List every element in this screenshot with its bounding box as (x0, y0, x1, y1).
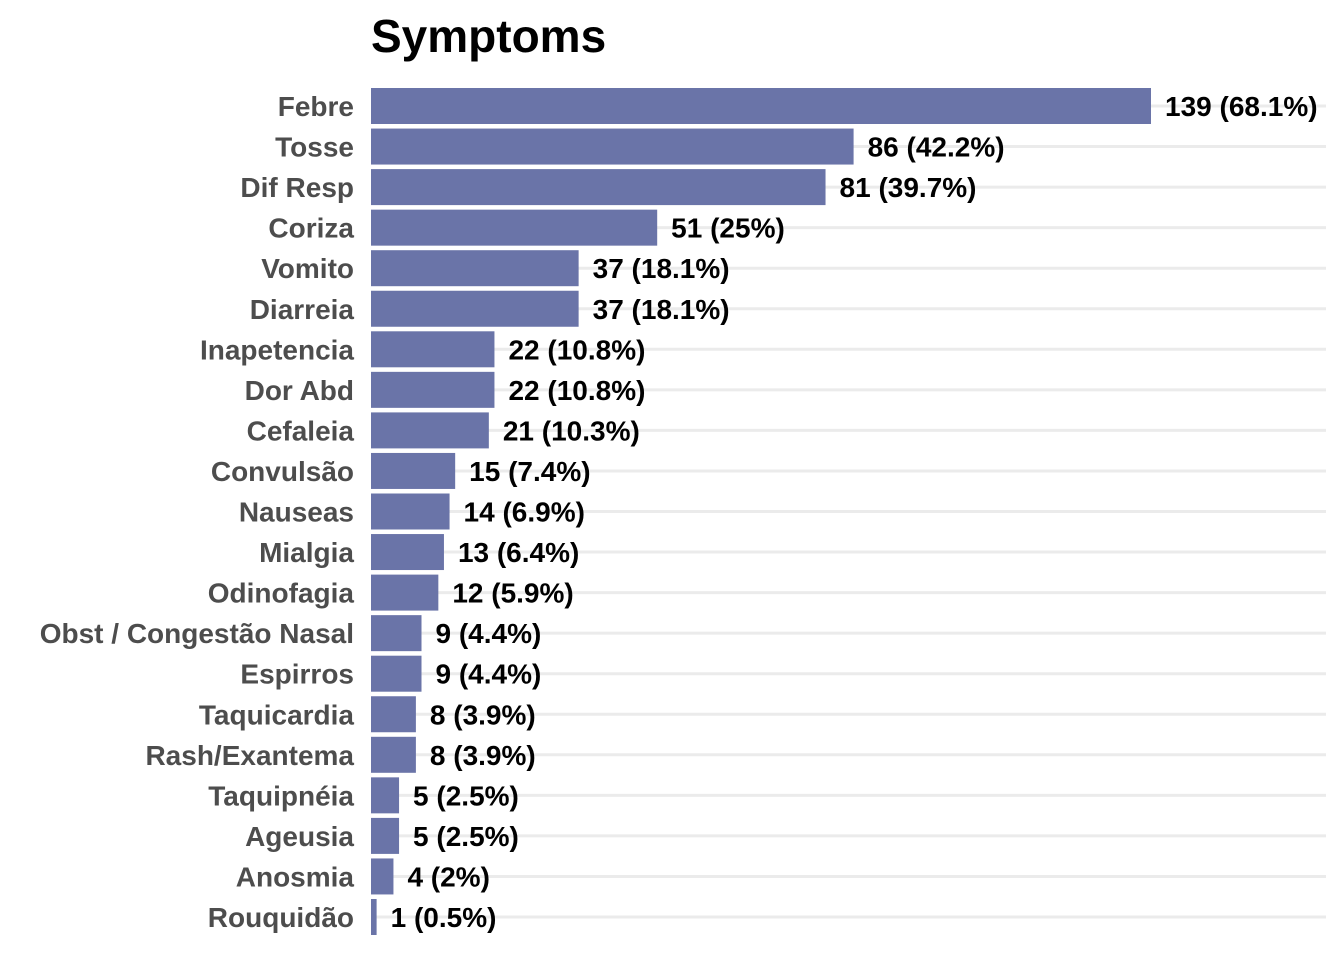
bar-taquipnéia (371, 777, 400, 814)
category-label: Dif Resp (240, 172, 354, 203)
bar-rouquidão (371, 899, 377, 935)
bar-rash-exantema (371, 736, 416, 773)
data-label: 13 (6.4%) (458, 537, 579, 568)
category-label: Tosse (275, 132, 354, 163)
category-label: Rash/Exantema (145, 740, 354, 771)
data-label: 14 (6.9%) (464, 497, 585, 528)
bar-cefaleia (371, 412, 489, 449)
category-label: Rouquidão (208, 902, 354, 933)
data-label: 15 (7.4%) (469, 456, 590, 487)
category-label: Cefaleia (247, 415, 355, 446)
data-label: 37 (18.1%) (593, 294, 730, 325)
category-label: Espirros (240, 659, 354, 690)
category-label: Nauseas (239, 497, 354, 528)
bar-coriza (371, 209, 658, 246)
bar-febre (371, 88, 1151, 124)
bar-obst-congestão-nasal (371, 615, 422, 652)
bar-nauseas (371, 493, 450, 530)
bar-odinofagia (371, 574, 439, 611)
chart-title: Symptoms (371, 10, 606, 62)
category-label: Diarreia (250, 294, 355, 325)
data-label: 22 (10.8%) (508, 375, 645, 406)
bar-mialgia (371, 534, 444, 571)
data-label: 8 (3.9%) (430, 740, 536, 771)
category-label: Coriza (268, 213, 354, 244)
bar-ageusia (371, 817, 400, 854)
bar-espirros (371, 655, 422, 692)
category-label: Taquipnéia (208, 780, 354, 811)
category-label: Dor Abd (245, 375, 354, 406)
data-label: 81 (39.7%) (840, 172, 977, 203)
data-label: 4 (2%) (407, 861, 489, 892)
category-label: Anosmia (236, 861, 355, 892)
data-label: 37 (18.1%) (593, 253, 730, 284)
data-label: 12 (5.9%) (452, 578, 573, 609)
bar-dif-resp (371, 169, 826, 206)
bars (371, 88, 1151, 935)
data-label: 86 (42.2%) (868, 132, 1005, 163)
bar-inapetencia (371, 331, 495, 368)
category-label: Odinofagia (208, 578, 355, 609)
data-label: 9 (4.4%) (436, 618, 542, 649)
bar-taquicardia (371, 696, 416, 733)
bar-convulsão (371, 452, 456, 489)
data-label: 51 (25%) (671, 213, 785, 244)
data-label: 5 (2.5%) (413, 821, 519, 852)
data-label: 8 (3.9%) (430, 699, 536, 730)
data-label: 139 (68.1%) (1165, 91, 1318, 122)
bar-dor-abd (371, 371, 495, 408)
data-label: 1 (0.5%) (391, 902, 497, 933)
category-label: Obst / Congestão Nasal (40, 618, 354, 649)
data-labels: 139 (68.1%) 86 (42.2%) 81 (39.7%) 51 (25%) 3… (391, 91, 1318, 933)
data-label: 5 (2.5%) (413, 780, 519, 811)
category-label: Ageusia (245, 821, 354, 852)
bar-diarreia (371, 290, 579, 327)
data-label: 22 (10.8%) (508, 334, 645, 365)
bar-tosse (371, 128, 854, 165)
category-label: Mialgia (259, 537, 354, 568)
category-label: Taquicardia (199, 699, 355, 730)
bar-anosmia (371, 858, 394, 895)
category-labels: Febre Tosse Dif Resp Coriza Vomito Diarreia In… (40, 91, 355, 933)
category-label: Convulsão (211, 456, 354, 487)
data-label: 9 (4.4%) (436, 659, 542, 690)
bar-vomito (371, 250, 579, 287)
category-label: Febre (278, 91, 354, 122)
data-label: 21 (10.3%) (503, 415, 640, 446)
category-label: Vomito (261, 253, 354, 284)
category-label: Inapetencia (200, 334, 354, 365)
